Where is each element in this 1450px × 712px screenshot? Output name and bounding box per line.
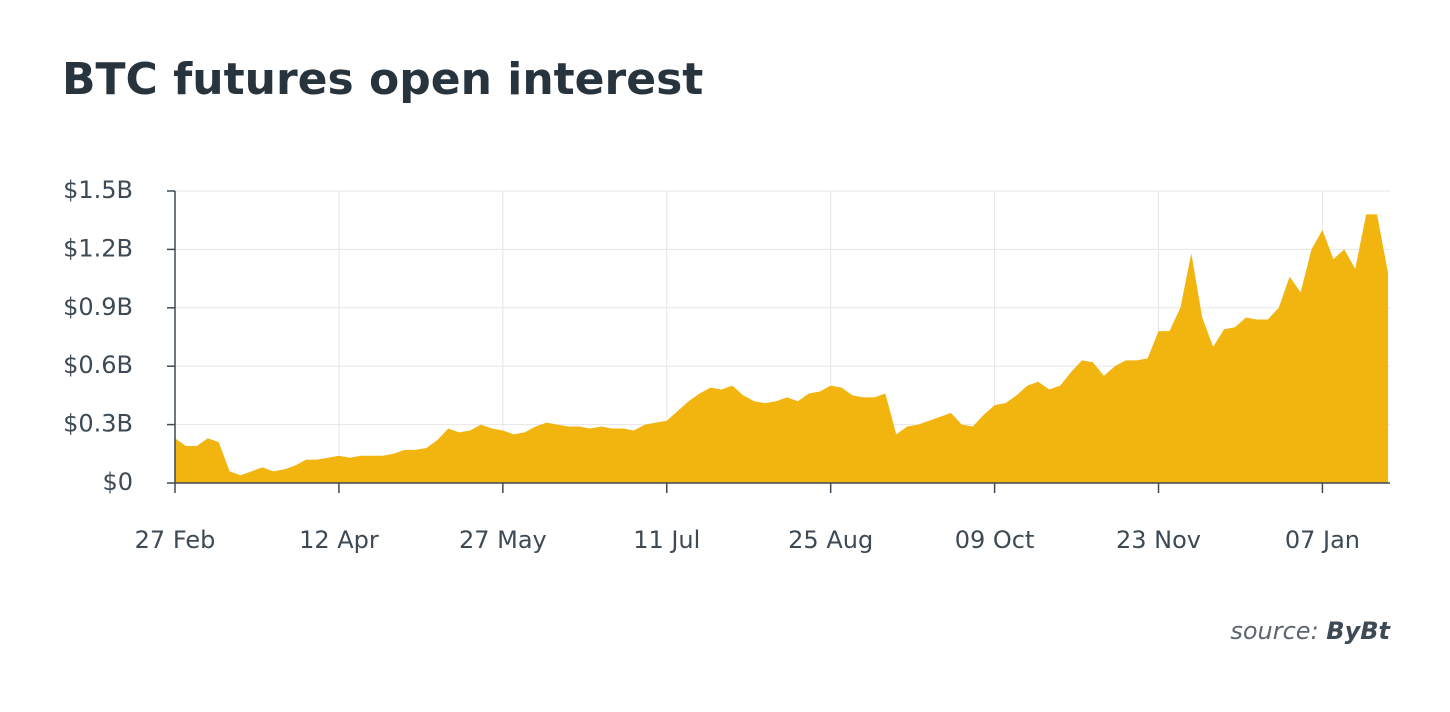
x-tick-label: 09 Oct [955,526,1035,554]
source: source: ByBt [1230,617,1391,645]
x-tick-label: 27 Feb [135,526,216,554]
x-tick-label: 11 Jul [633,526,700,554]
x-tick-label: 27 May [459,526,547,554]
area [175,214,1388,484]
y-tick-label: $0.6B [63,351,133,379]
x-tick-label: 07 Jan [1285,526,1360,554]
x-tick-label: 12 Apr [299,526,379,554]
y-tick-label: $1.2B [63,234,133,262]
x-tick-label: 25 Aug [788,526,873,554]
chart-title: BTC futures open interest [62,54,703,105]
y-tick-label: $0.3B [63,410,133,438]
source-name: ByBt [1326,617,1391,645]
y-tick-label: $0.9B [63,293,133,321]
y-tick-label: $0 [102,468,133,496]
y-tick-label: $1.5B [63,176,133,204]
x-tick-label: 23 Nov [1116,526,1201,554]
source-prefix: source: [1230,617,1318,645]
